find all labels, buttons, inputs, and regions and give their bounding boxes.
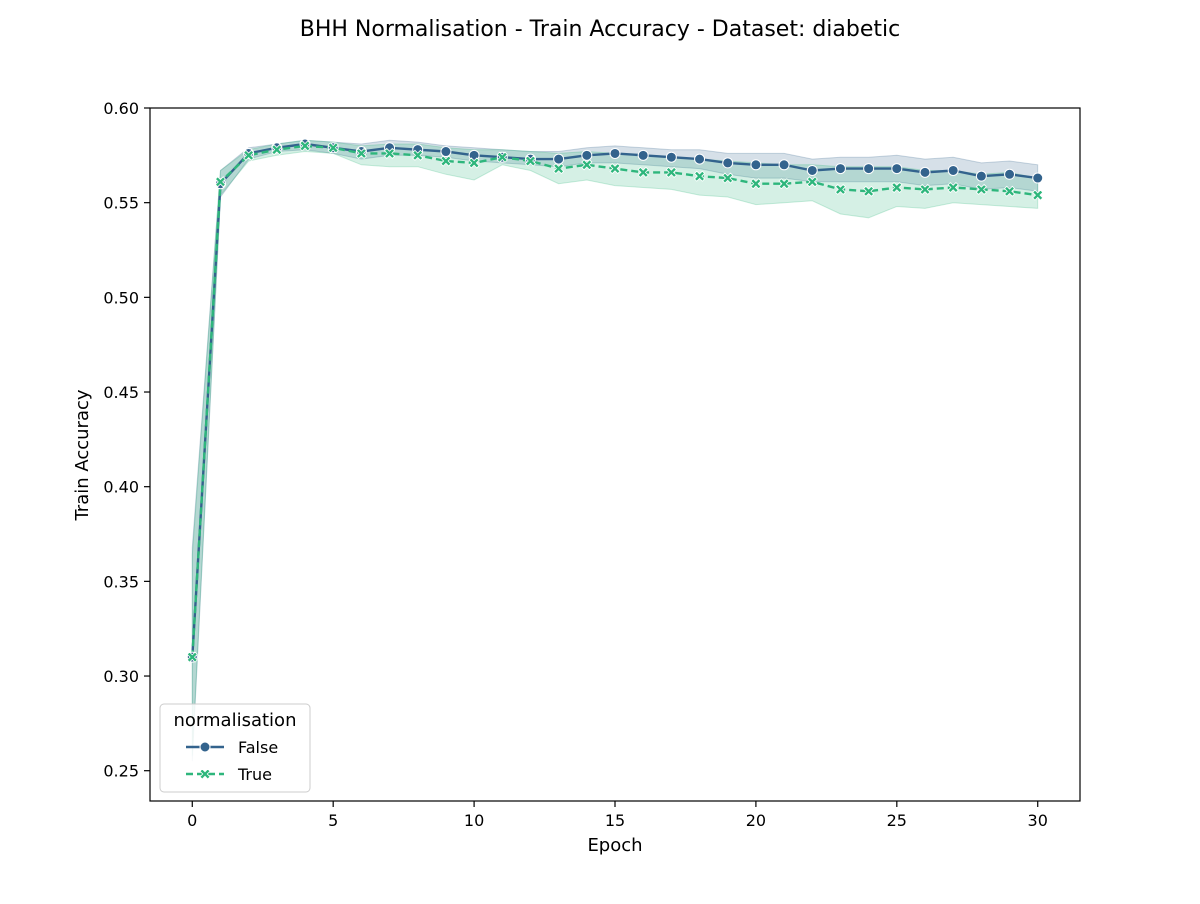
x-tick-label: 0	[187, 811, 197, 830]
data-point-true	[1032, 189, 1044, 201]
data-point-true	[609, 163, 621, 175]
data-point-true	[243, 149, 255, 161]
data-point-false	[834, 163, 846, 175]
data-point-false	[553, 153, 565, 165]
x-tick-label: 20	[746, 811, 766, 830]
data-point-true	[947, 181, 959, 194]
data-point-true	[271, 144, 283, 156]
data-point-true	[975, 183, 987, 195]
data-point-true	[581, 159, 593, 171]
data-point-true	[806, 176, 818, 188]
chart-title: BHH Normalisation - Train Accuracy - Dat…	[300, 17, 901, 42]
data-point-true	[355, 147, 367, 160]
legend-entry-true: True	[186, 765, 272, 784]
data-point-false	[975, 170, 987, 182]
data-point-false	[863, 163, 875, 175]
data-point-false	[919, 166, 931, 178]
data-point-false	[1004, 168, 1016, 180]
series-markers	[186, 138, 1044, 663]
y-tick-label: 0.45	[103, 383, 139, 402]
data-point-true	[665, 166, 677, 178]
data-point-true	[750, 178, 762, 190]
y-tick-label: 0.30	[103, 667, 139, 686]
y-axis-label: Train Accuracy	[72, 389, 93, 521]
confidence-bands	[191, 139, 1039, 762]
x-tick-label: 10	[464, 811, 484, 830]
x-axis-ticks: 0 5 10 15 20 25 30	[187, 801, 1048, 830]
data-point-false	[440, 146, 452, 158]
y-tick-label: 0.60	[103, 99, 139, 118]
data-point-true	[412, 149, 424, 161]
legend-box	[159, 703, 311, 793]
data-point-true	[722, 172, 734, 184]
legend-marker-false	[199, 741, 211, 753]
legend-label-true: True	[237, 765, 272, 784]
data-point-true	[440, 155, 452, 167]
data-point-true	[327, 142, 339, 154]
y-tick-label: 0.55	[103, 194, 139, 213]
data-point-true	[637, 166, 649, 178]
x-axis-label: Epoch	[587, 835, 642, 856]
y-tick-label: 0.25	[103, 762, 139, 781]
data-point-true	[778, 178, 790, 190]
data-point-true	[553, 163, 565, 175]
x-tick-label: 5	[328, 811, 338, 830]
data-point-false	[778, 159, 790, 171]
y-axis-ticks: 0.25 0.30 0.35 0.40 0.45 0.50 0.55 0.60	[103, 99, 150, 781]
data-point-true	[186, 651, 198, 663]
data-point-true	[524, 155, 537, 167]
data-point-true	[1003, 185, 1016, 197]
data-point-true	[693, 170, 706, 182]
data-point-false	[750, 159, 762, 171]
data-point-true	[468, 157, 480, 169]
legend: normalisation False True	[159, 703, 311, 793]
x-tick-label: 15	[605, 811, 625, 830]
y-tick-label: 0.35	[103, 572, 139, 591]
legend-marker-true	[199, 768, 211, 780]
data-point-false	[665, 151, 677, 163]
data-point-false	[581, 149, 593, 161]
data-point-true	[919, 183, 931, 195]
legend-label-false: False	[238, 738, 278, 757]
confidence-band-true	[191, 139, 1039, 756]
y-tick-label: 0.50	[103, 288, 139, 307]
data-point-true	[299, 140, 311, 152]
data-point-true	[891, 181, 903, 194]
x-tick-label: 30	[1028, 811, 1048, 830]
legend-title: normalisation	[174, 710, 297, 731]
data-point-false	[637, 149, 649, 161]
y-tick-label: 0.40	[103, 478, 139, 497]
confidence-band-false	[191, 139, 1039, 762]
data-point-true	[383, 147, 396, 160]
data-point-false	[891, 163, 903, 175]
data-point-true	[863, 185, 875, 197]
data-point-false	[806, 164, 818, 176]
data-point-false	[609, 147, 621, 159]
legend-entry-false: False	[186, 738, 278, 757]
data-point-false	[947, 164, 959, 176]
data-point-false	[1032, 172, 1044, 184]
data-point-true	[834, 183, 847, 195]
data-point-false	[694, 153, 706, 165]
data-point-true	[496, 151, 508, 163]
data-point-false	[722, 157, 734, 169]
legend-x-shape	[199, 768, 211, 780]
x-tick-label: 25	[887, 811, 907, 830]
data-point-true	[214, 176, 227, 188]
